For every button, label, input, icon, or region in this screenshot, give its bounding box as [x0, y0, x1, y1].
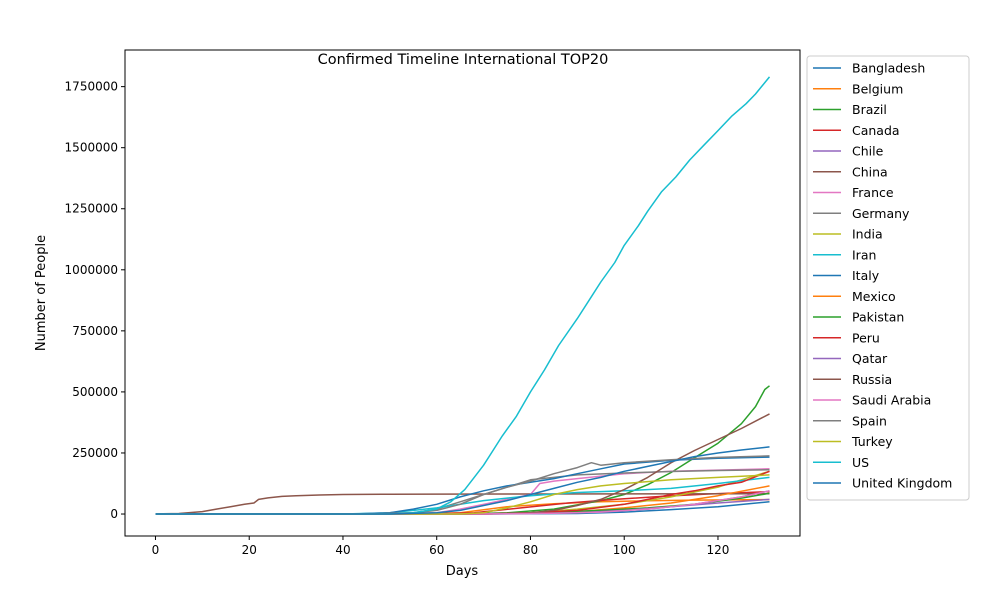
x-tick-label: 120	[707, 543, 730, 557]
legend-label: Germany	[852, 206, 910, 221]
legend-entry: Russia	[813, 372, 892, 387]
axes-frame	[124, 49, 801, 537]
y-tick-label: 1000000	[65, 263, 118, 277]
legend-label: Canada	[852, 123, 900, 138]
legend-entry: Spain	[813, 413, 887, 428]
legend-label: Bangladesh	[852, 61, 925, 76]
series-line	[155, 385, 770, 515]
series-line	[155, 446, 770, 515]
legend-label: Spain	[852, 413, 887, 428]
legend-entry: Pakistan	[813, 310, 904, 325]
legend-entry: Peru	[813, 330, 880, 345]
x-axis-ticks: 0 20 40 60 80 100 120	[152, 536, 730, 557]
legend-frame	[806, 55, 970, 501]
series-line	[155, 474, 770, 515]
x-tick-label: 80	[523, 543, 538, 557]
x-tick-label: 60	[429, 543, 444, 557]
series-layer	[155, 76, 771, 515]
legend-entry: Bangladesh	[813, 61, 925, 76]
legend-entry: Saudi Arabia	[813, 393, 931, 408]
y-tick-label: 1750000	[65, 80, 118, 94]
y-tick-label: 1500000	[65, 141, 118, 155]
y-axis-ticks: 0 250000 500000 750000 1000000 1250000 1500000…	[65, 80, 125, 521]
legend-entry: Italy	[813, 268, 880, 283]
legend-label: Italy	[852, 268, 880, 283]
legend-label: Turkey	[851, 434, 893, 449]
legend-entry: France	[813, 185, 894, 200]
legend-items: Bangladesh Belgium Brazil Canada Chile China F…	[813, 61, 952, 491]
legend-entry: Belgium	[813, 81, 903, 96]
legend-label: China	[852, 164, 888, 179]
legend-entry: Mexico	[813, 289, 896, 304]
legend-label: Qatar	[852, 351, 888, 366]
plot-area: 0 20 40 60 80 100 120 0 250000 500000 750000 10000…	[65, 49, 801, 557]
y-tick-label: 250000	[72, 446, 118, 460]
legend-entry: Qatar	[813, 351, 888, 366]
legend-entry: US	[813, 455, 869, 470]
chart-title: Confirmed Timeline International TOP20	[318, 52, 609, 68]
legend-entry: Brazil	[813, 102, 887, 117]
legend-label: Iran	[852, 247, 876, 262]
x-axis-label: Days	[446, 564, 479, 579]
legend-label: Brazil	[852, 102, 887, 117]
y-tick-label: 500000	[72, 385, 118, 399]
x-tick-label: 20	[242, 543, 257, 557]
legend-label: Pakistan	[852, 310, 904, 325]
y-axis-label: Number of People	[34, 235, 49, 351]
y-tick-label: 1250000	[65, 202, 118, 216]
series-line	[155, 76, 771, 515]
legend-label: United Kingdom	[852, 476, 952, 491]
legend-entry: Turkey	[813, 434, 893, 449]
legend-label: US	[852, 455, 869, 470]
legend-label: Belgium	[852, 81, 903, 96]
legend-label: Peru	[852, 330, 880, 345]
series-line	[155, 492, 770, 515]
legend: Bangladesh Belgium Brazil Canada Chile China F…	[806, 55, 970, 501]
legend-label: France	[852, 185, 894, 200]
x-tick-label: 100	[613, 543, 636, 557]
legend-label: Mexico	[852, 289, 896, 304]
legend-entry: Germany	[813, 206, 910, 221]
y-tick-label: 750000	[72, 324, 118, 338]
legend-entry: Iran	[813, 247, 876, 262]
legend-entry: Chile	[813, 144, 884, 159]
legend-label: Chile	[852, 144, 884, 159]
legend-label: India	[852, 227, 883, 242]
legend-label: Russia	[852, 372, 892, 387]
y-tick-label: 0	[110, 507, 118, 521]
legend-entry: India	[813, 227, 883, 242]
x-tick-label: 40	[335, 543, 350, 557]
legend-entry: United Kingdom	[813, 476, 952, 491]
legend-label: Saudi Arabia	[852, 393, 931, 408]
legend-entry: Canada	[813, 123, 900, 138]
legend-entry: China	[813, 164, 888, 179]
x-tick-label: 0	[152, 543, 160, 557]
